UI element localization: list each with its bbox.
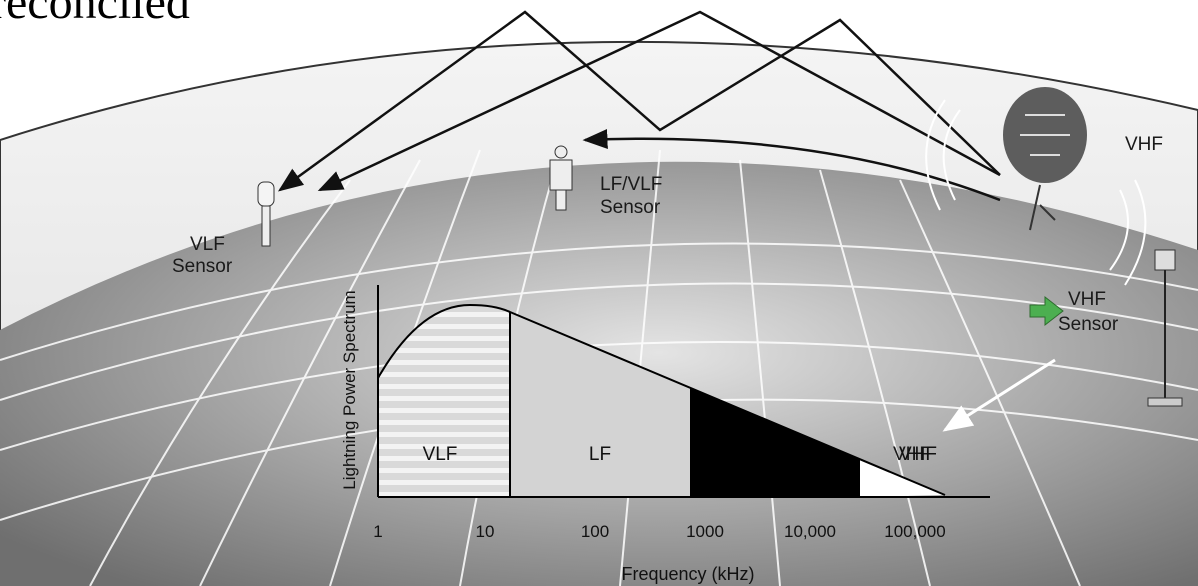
x-ticks: 1 10 100 1000 10,000 100,000 (373, 522, 945, 541)
label-line: Sensor (172, 256, 233, 277)
vlf-sensor-label: VLF Sensor (172, 234, 233, 277)
storm-cloud (925, 87, 1147, 286)
sky-label: VHF (1125, 134, 1163, 155)
sky-waves (277, 10, 1001, 202)
x-tick-label: 1000 (686, 522, 724, 541)
label-line: Sensor (1058, 314, 1119, 335)
spectrum-plot (377, 285, 990, 498)
label-line: Sensor (600, 197, 661, 218)
lf-vlf-sensor-icon (549, 145, 573, 211)
vlf-sensor-icon (257, 181, 275, 247)
vhf-sensor-label: VHF Sensor (1058, 289, 1119, 335)
x-axis-label: Frequency (kHz) (621, 564, 754, 584)
x-tick-label: 10,000 (784, 522, 836, 541)
band-label: VHF (899, 444, 937, 465)
x-tick-label: 100,000 (884, 522, 945, 541)
x-tick-label: 1 (373, 522, 382, 541)
label-line: VHF (1068, 289, 1106, 310)
title: reconciled (0, 0, 190, 29)
y-axis-label: Lightning Power Spectrum (340, 290, 359, 489)
band-label: VLF (423, 444, 458, 465)
vhf-arrow (942, 358, 1056, 432)
label-line: LF/VLF (600, 174, 662, 195)
x-tick-label: 10 (476, 522, 495, 541)
label-line: VLF (190, 234, 225, 255)
lf-vlf-sensor-label: LF/VLF Sensor (600, 174, 668, 218)
band-label: LF (589, 444, 611, 465)
vhf-sensor-icon (1029, 249, 1183, 407)
globe-grid (0, 149, 1198, 586)
vhf-pointer-label: VHF (893, 444, 931, 465)
x-tick-label: 100 (581, 522, 609, 541)
